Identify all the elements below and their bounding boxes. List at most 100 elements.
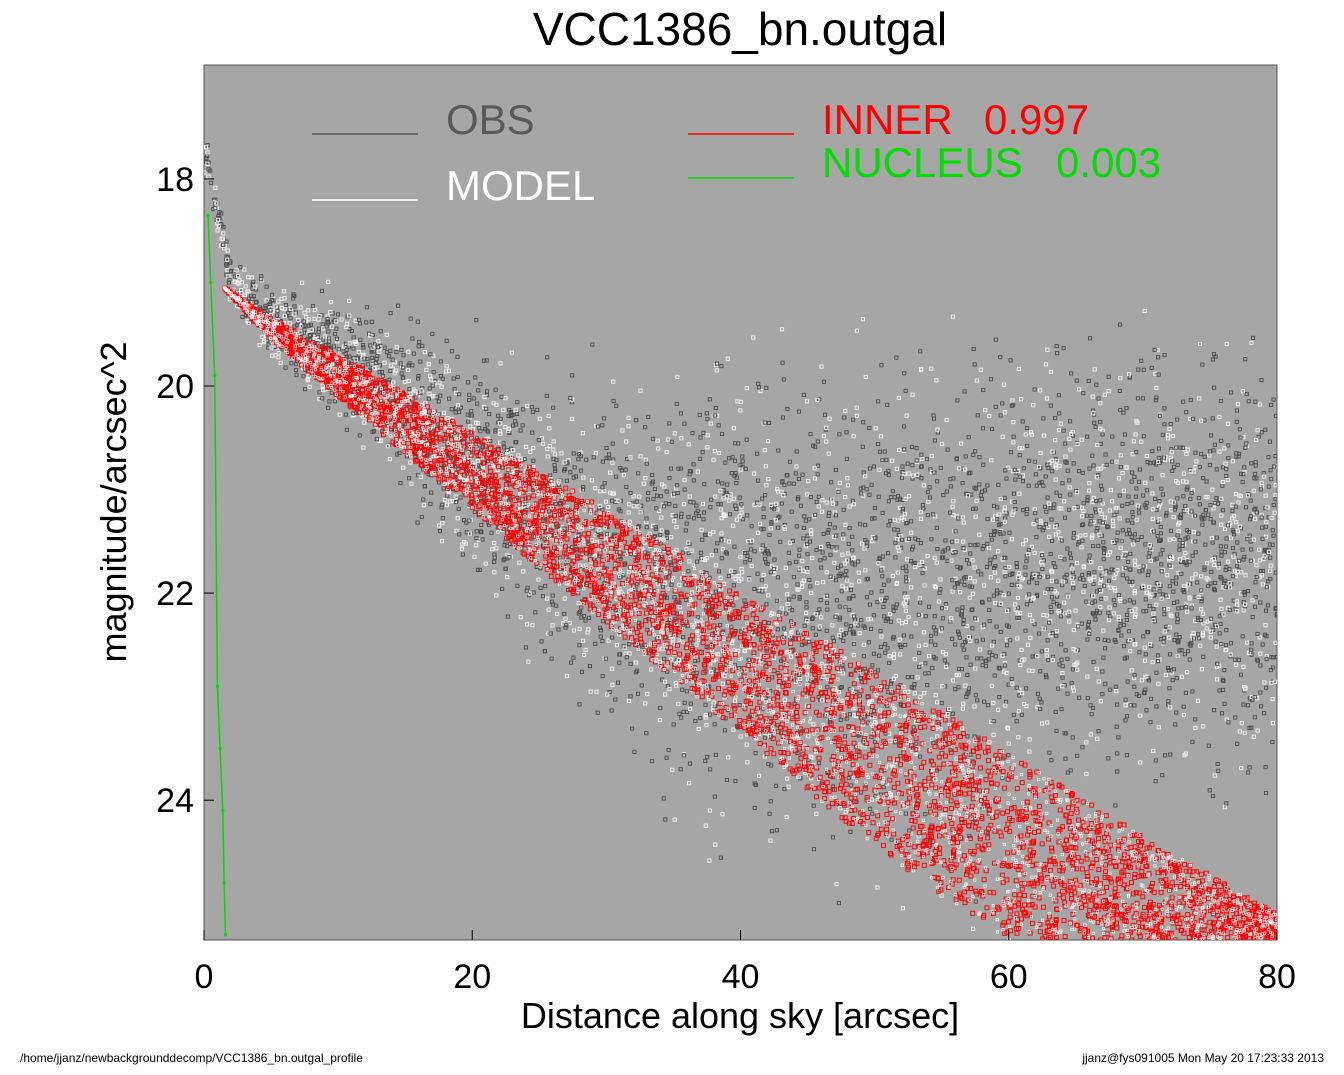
obs-point [830, 623, 835, 628]
obs-point [602, 481, 607, 486]
obs-point [1081, 589, 1086, 594]
obs-point [1208, 433, 1214, 438]
obs-point [1110, 518, 1116, 523]
obs-point [1021, 542, 1026, 547]
obs-point [797, 547, 802, 552]
obs-point [1223, 544, 1228, 549]
obs-point [1016, 571, 1022, 576]
obs-point [499, 394, 504, 399]
obs-point [550, 593, 555, 598]
obs-point [1125, 518, 1130, 523]
obs-point [1183, 536, 1188, 541]
obs-point [579, 669, 585, 674]
obs-point [698, 618, 703, 623]
obs-point [351, 335, 356, 340]
obs-point [870, 811, 875, 816]
obs-point [1130, 515, 1135, 520]
obs-point [673, 503, 678, 508]
obs-point [1048, 403, 1053, 408]
obs-point [919, 464, 924, 469]
obs-point [687, 761, 693, 766]
obs-point [878, 708, 883, 713]
obs-point [656, 508, 662, 513]
obs-point [1115, 769, 1120, 774]
obs-point [904, 569, 909, 574]
obs-point [1045, 720, 1050, 725]
obs-point [829, 480, 834, 485]
obs-point [622, 551, 627, 556]
obs-point [1081, 564, 1086, 569]
obs-point [614, 403, 619, 408]
obs-point [762, 448, 767, 453]
obs-point [1241, 608, 1246, 613]
obs-point [686, 550, 691, 556]
obs-point [1208, 635, 1213, 640]
obs-point [770, 829, 775, 834]
obs-point [1039, 700, 1044, 705]
obs-point [971, 506, 976, 511]
obs-point [1172, 536, 1177, 542]
obs-point [666, 437, 671, 442]
obs-point [939, 700, 944, 706]
obs-point [204, 145, 209, 150]
obs-point [440, 539, 445, 544]
obs-point [1239, 721, 1244, 726]
obs-point [975, 542, 980, 547]
obs-point [1044, 509, 1049, 514]
obs-point [938, 577, 943, 582]
obs-point [1239, 766, 1244, 771]
obs-point [1131, 542, 1136, 547]
obs-point [1160, 432, 1165, 437]
obs-point [1130, 510, 1135, 515]
obs-point [506, 449, 511, 454]
obs-point [718, 488, 723, 493]
obs-point [1106, 618, 1112, 623]
obs-point [967, 595, 972, 600]
obs-point [557, 569, 562, 574]
obs-point [737, 495, 742, 500]
obs-point [1121, 644, 1127, 649]
obs-point [328, 300, 334, 305]
obs-point [1199, 599, 1204, 604]
obs-point [738, 408, 743, 413]
obs-point [1153, 758, 1158, 763]
obs-point [657, 718, 662, 723]
obs-point [1255, 658, 1260, 663]
obs-point [980, 600, 985, 605]
obs-point [329, 390, 334, 395]
obs-point [586, 615, 592, 620]
obs-point [408, 460, 413, 465]
obs-point [639, 683, 644, 688]
obs-point [1110, 499, 1115, 504]
obs-point [922, 566, 927, 571]
obs-point [1163, 593, 1168, 598]
obs-point [679, 436, 684, 441]
obs-point [752, 549, 757, 554]
obs-point [1067, 485, 1072, 490]
obs-point [1259, 704, 1264, 709]
obs-point [581, 475, 586, 480]
obs-point [803, 518, 808, 523]
obs-point [638, 454, 643, 459]
obs-point [664, 529, 669, 534]
obs-point [394, 350, 399, 355]
obs-point [1113, 588, 1118, 593]
obs-point [688, 701, 693, 706]
obs-point [861, 642, 866, 647]
obs-point [892, 651, 897, 656]
obs-point [729, 471, 734, 476]
obs-point [1103, 452, 1108, 457]
obs-point [1101, 550, 1107, 556]
obs-point [712, 449, 717, 454]
obs-point [1098, 604, 1103, 610]
obs-point [1234, 662, 1239, 667]
obs-point [1162, 612, 1167, 617]
obs-point [1257, 558, 1262, 563]
obs-point [1150, 660, 1155, 665]
obs-point [943, 684, 948, 689]
obs-point [667, 421, 672, 426]
obs-point [720, 546, 725, 552]
obs-point [610, 491, 615, 496]
obs-point [485, 422, 490, 427]
obs-point [1227, 607, 1232, 612]
